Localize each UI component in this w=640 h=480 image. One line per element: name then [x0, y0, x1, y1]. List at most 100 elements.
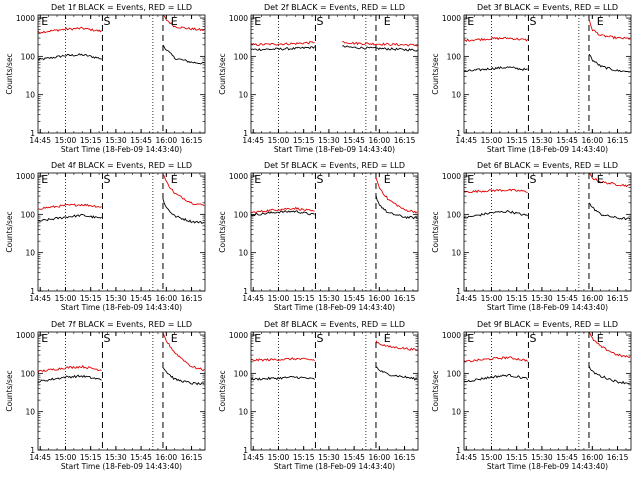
x-tick-label: 15:30 — [531, 453, 553, 462]
x-axis-label: Start Time (18-Feb-09 14:43:40) — [61, 303, 182, 312]
lld-series-line — [162, 15, 205, 32]
x-tick-label: 15:30 — [318, 453, 340, 462]
x-tick-label: 16:00 — [156, 453, 178, 462]
x-tick-label: 16:15 — [181, 136, 203, 145]
plot-frame — [250, 14, 419, 134]
panel-title: Det 7f BLACK = Events, RED = LLD — [51, 320, 192, 329]
y-axis-label: Counts/sec — [218, 211, 227, 252]
x-tick-label: 16:15 — [394, 294, 416, 303]
x-tick-label: 15:00 — [481, 453, 503, 462]
x-tick-label: 15:15 — [293, 136, 315, 145]
lld-series-line — [38, 364, 102, 374]
x-tick-label: 15:15 — [80, 136, 102, 145]
x-tick-label: 15:30 — [105, 294, 127, 303]
x-tick-label: 16:00 — [582, 453, 604, 462]
x-tick-label: 15:15 — [293, 453, 315, 462]
plot-frame — [250, 331, 419, 451]
x-axis-label: Start Time (18-Feb-09 14:43:40) — [274, 303, 395, 312]
y-tick-label: 1 — [243, 446, 248, 455]
y-axis-label: Counts/sec — [5, 53, 14, 94]
panel-det-4f: Det 4f BLACK = Events, RED = LLD 14:45 15:… — [5, 161, 206, 312]
x-tick-label: 14:45 — [29, 294, 51, 303]
y-tick-label: 100 — [21, 369, 36, 378]
event-marker-e: E — [597, 332, 604, 345]
event-marker-e: E — [467, 15, 474, 28]
events-series-line — [251, 46, 315, 52]
x-tick-label: 15:15 — [506, 136, 528, 145]
plot-frame — [463, 14, 632, 134]
y-tick-label: 1 — [30, 446, 35, 455]
x-tick-label: 16:00 — [369, 294, 391, 303]
y-tick-label: 1 — [456, 446, 461, 455]
event-marker-e: E — [597, 173, 604, 186]
x-tick-label: 15:45 — [556, 453, 578, 462]
x-tick-label: 15:45 — [343, 136, 365, 145]
x-tick-label: 16:00 — [156, 294, 178, 303]
x-tick-label: 15:15 — [80, 453, 102, 462]
x-tick-label: 15:30 — [318, 136, 340, 145]
event-marker-s: S — [529, 15, 536, 28]
event-marker-s: S — [316, 173, 323, 186]
x-tick-label: 15:15 — [293, 294, 315, 303]
y-tick-label: 1 — [243, 129, 248, 138]
x-tick-label: 15:00 — [481, 294, 503, 303]
x-tick-label: 15:45 — [343, 294, 365, 303]
y-axis-label: Counts/sec — [431, 211, 440, 252]
x-tick-label: 15:45 — [343, 453, 365, 462]
y-tick-label: 10 — [451, 408, 461, 417]
event-marker-s: S — [529, 173, 536, 186]
x-tick-label: 15:45 — [130, 294, 152, 303]
y-tick-label: 10 — [25, 91, 35, 100]
x-axis-label: Start Time (18-Feb-09 14:43:40) — [61, 145, 182, 154]
x-axis-label: Start Time (18-Feb-09 14:43:40) — [487, 145, 608, 154]
panel-det-6f: Det 6f BLACK = Events, RED = LLD 14:45 15:… — [431, 161, 632, 312]
panel-title: Det 6f BLACK = Events, RED = LLD — [477, 161, 618, 170]
events-series-line — [162, 198, 205, 225]
x-tick-label: 16:15 — [607, 136, 629, 145]
y-tick-label: 100 — [234, 369, 249, 378]
events-series-line — [342, 45, 418, 52]
lld-series-line — [464, 36, 528, 43]
event-marker-e: E — [171, 15, 178, 28]
lld-series-line — [375, 340, 418, 352]
plot-frame — [37, 14, 206, 134]
events-series-line — [251, 375, 315, 381]
event-marker-s: S — [529, 332, 536, 345]
lld-series-line — [464, 356, 528, 363]
x-tick-label: 15:15 — [506, 294, 528, 303]
lld-series-line — [162, 173, 205, 207]
panel-traces — [251, 40, 418, 52]
x-axis-label: Start Time (18-Feb-09 14:43:40) — [274, 145, 395, 154]
lld-series-line — [342, 41, 418, 47]
x-tick-label: 16:00 — [156, 136, 178, 145]
x-tick-label: 15:30 — [105, 453, 127, 462]
lld-series-line — [38, 26, 102, 34]
panel-title: Det 3f BLACK = Events, RED = LLD — [477, 3, 618, 12]
events-series-line — [464, 373, 528, 383]
y-tick-label: 1 — [30, 129, 35, 138]
x-tick-label: 14:45 — [29, 453, 51, 462]
x-tick-label: 16:15 — [181, 453, 203, 462]
event-marker-e: E — [467, 173, 474, 186]
event-marker-s: S — [316, 15, 323, 28]
events-series-line — [375, 366, 418, 381]
event-marker-s: S — [103, 332, 110, 345]
panel-title: Det 4f BLACK = Events, RED = LLD — [51, 161, 192, 170]
x-axis-label: Start Time (18-Feb-09 14:43:40) — [487, 303, 608, 312]
panel-traces — [464, 332, 631, 385]
x-tick-label: 16:15 — [394, 453, 416, 462]
x-axis-label: Start Time (18-Feb-09 14:43:40) — [274, 462, 395, 471]
lld-series-line — [464, 188, 528, 194]
lld-series-line — [375, 177, 418, 214]
y-tick-label: 1000 — [16, 14, 35, 23]
lld-series-line — [162, 332, 205, 372]
lld-series-line — [588, 332, 631, 359]
events-series-line — [375, 195, 418, 220]
x-tick-label: 15:30 — [318, 294, 340, 303]
x-tick-label: 15:45 — [130, 136, 152, 145]
y-axis-label: Counts/sec — [5, 211, 14, 252]
event-marker-e: E — [41, 332, 48, 345]
events-series-line — [38, 374, 102, 384]
y-tick-label: 10 — [25, 249, 35, 258]
